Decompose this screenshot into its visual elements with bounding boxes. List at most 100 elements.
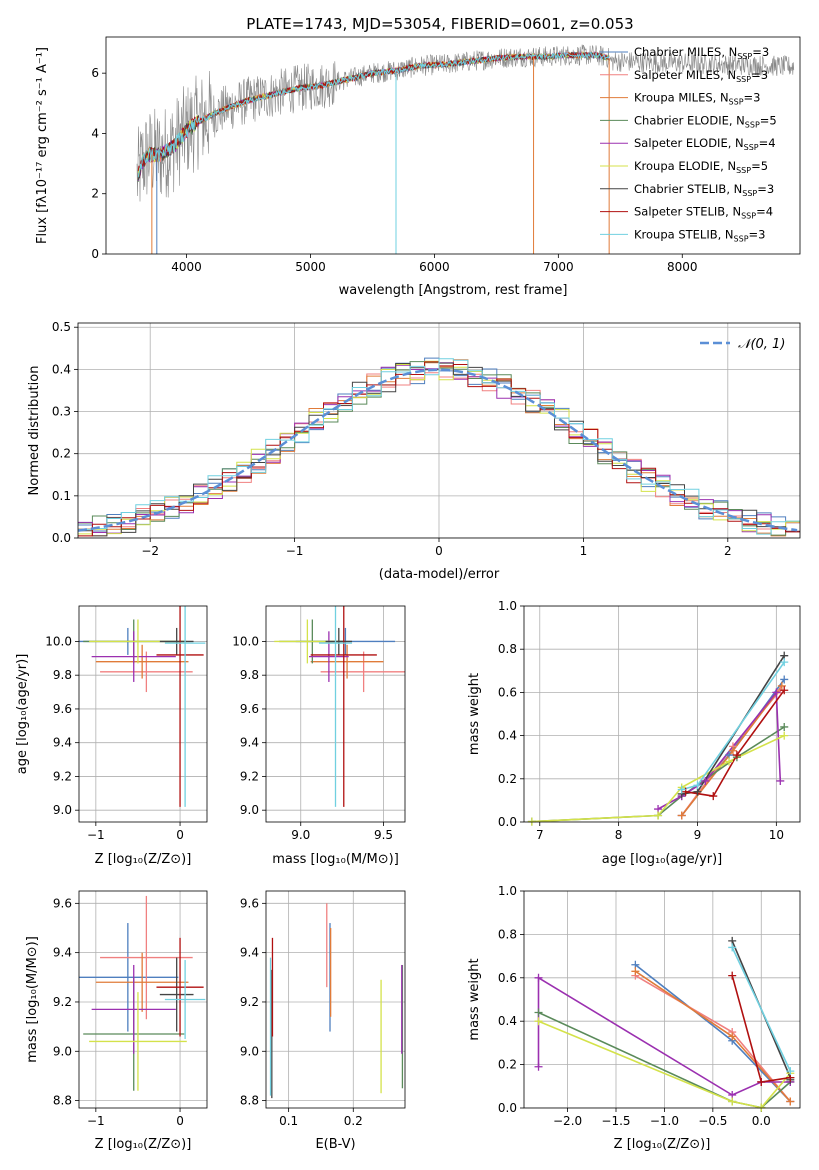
x-tick-label: −1: [87, 828, 105, 842]
y-tick-label: 9.6: [53, 702, 72, 716]
y-tick-label: 0.0: [498, 1101, 517, 1115]
mass-vs-ebv-panel: 0.1 0.2 8.8 9.0 9.2 9.4 9.6 E(B-V): [240, 890, 406, 1152]
y-tick-label: 0.1: [52, 489, 71, 503]
x-tick-label: 10: [769, 828, 784, 842]
x-tick-label: −1: [286, 544, 304, 558]
y-tick-label: 9.8: [240, 668, 259, 682]
x-tick-label: 0.0: [752, 1114, 771, 1128]
weight-marker-salpeter-elodie: [772, 688, 781, 697]
weight-marker-kroupa-elodie: [527, 817, 536, 826]
weight-marker-salpeter-elodie: [701, 776, 710, 785]
legend-subscript: SSP: [741, 212, 756, 221]
weight-marker-kroupa-stelib: [693, 781, 702, 790]
weight-vs-age-panel: 7 8 9 10 0.0 0.2 0.4 0.6 0.8 1.0 age [log₁₀(age/yr…: [467, 599, 801, 867]
x-tick-label: 2: [724, 544, 732, 558]
y-tick-label: 0.8: [498, 927, 517, 941]
x-axis-label: Z [log₁₀(Z/Z⊙)]: [95, 852, 192, 867]
y-tick-label: 2: [91, 187, 99, 201]
x-tick-label: 0.2: [344, 1114, 363, 1128]
y-tick-label: 9.0: [240, 1044, 259, 1058]
mass-vs-ebv-frame: [265, 890, 406, 1109]
y-tick-label: 0.4: [498, 729, 517, 743]
weight-marker-salpeter-stelib: [757, 1077, 766, 1086]
weight-marker-kroupa-stelib: [677, 785, 686, 794]
y-axis-label: age [log₁₀(age/yr)]: [15, 654, 30, 775]
legend-entry: Chabrier ELODIE, NSSP=5: [634, 113, 777, 129]
legend-entry: Kroupa STELIB, NSSP=3: [634, 227, 765, 243]
weight-marker-salpeter-stelib: [780, 686, 789, 695]
legend-value: =3: [751, 68, 768, 82]
y-tick-label: 9.0: [53, 1044, 72, 1058]
weight-line-salpeter-stelib: [685, 689, 785, 797]
mass-vs-Z-plot-area: [79, 891, 207, 1108]
y-tick-label: 0.2: [52, 447, 71, 461]
mass-vs-Z-panel: −1 0 8.8 9.0 9.2 9.4 9.6 Z [log₁₀(Z/Z⊙)] mass [l…: [25, 890, 208, 1152]
weight-line-salpeter-elodie: [657, 690, 782, 810]
legend-value: =5: [751, 159, 768, 173]
y-tick-label: 0: [91, 247, 99, 261]
legend-subscript: SSP: [736, 75, 751, 84]
x-tick-label: −1.0: [650, 1114, 679, 1128]
y-tick-label: 9.2: [53, 995, 72, 1009]
x-tick-label: 9.0: [291, 828, 310, 842]
residuals-panel: −2 −1 0 1 2 0.0 0.1 0.2 0.3 0.4 0.5 (data-model)/er…: [27, 320, 801, 582]
weight-marker-kroupa-miles: [786, 1097, 795, 1106]
legend-entry: Kroupa ELODIE, NSSP=5: [634, 159, 768, 175]
x-tick-label: −1.5: [601, 1114, 630, 1128]
y-tick-label: 9.4: [240, 946, 259, 960]
y-tick-label: 0.2: [498, 1058, 517, 1072]
x-axis-label: Z [log₁₀(Z/Z⊙)]: [95, 1137, 192, 1152]
y-tick-label: 0.0: [52, 531, 71, 545]
legend-subscript: SSP: [737, 52, 752, 61]
y-tick-label: 9.0: [240, 803, 259, 817]
legend-value: =3: [744, 91, 761, 105]
y-tick-label: 0.5: [52, 320, 71, 334]
y-tick-label: 1.0: [498, 599, 517, 613]
weight-line-chabrier-stelib: [681, 655, 785, 795]
weight-marker-kroupa-miles: [677, 811, 686, 820]
y-tick-label: 6: [91, 66, 99, 80]
age-vs-Z-frame: [78, 605, 208, 823]
x-tick-label: 9.5: [374, 828, 393, 842]
x-axis-label: (data-model)/error: [379, 567, 500, 582]
legend-entry: Chabrier STELIB, NSSP=3: [634, 182, 774, 198]
residuals-frame: [77, 322, 801, 539]
y-tick-label: 0.2: [498, 772, 517, 786]
y-tick-label: 9.0: [53, 803, 72, 817]
x-tick-label: 0: [176, 1114, 184, 1128]
y-tick-label: 9.2: [240, 769, 259, 783]
weight-marker-kroupa-miles: [777, 681, 786, 690]
weight-marker-chabrier-elodie: [780, 722, 789, 731]
spectrum-plot-area: [136, 44, 795, 254]
y-tick-label: 9.4: [240, 736, 259, 750]
x-axis-label: wavelength [Angstrom, rest frame]: [339, 283, 568, 298]
y-tick-label: 0.6: [498, 685, 517, 699]
weight-marker-kroupa-elodie: [725, 757, 734, 766]
weight-marker-salpeter-elodie: [534, 973, 543, 982]
x-tick-label: 7000: [543, 260, 574, 274]
y-tick-label: 0.8: [498, 642, 517, 656]
x-tick-label: 1: [580, 544, 588, 558]
legend-subscript: SSP: [744, 143, 759, 152]
weight-marker-kroupa-stelib: [728, 943, 737, 952]
weight-marker-salpeter-stelib: [732, 751, 741, 760]
age-vs-mass-frame: [265, 605, 406, 823]
x-axis-label: age [log₁₀(age/yr)]: [602, 852, 723, 867]
y-tick-label: 9.2: [53, 769, 72, 783]
weight-marker-chabrier-miles: [780, 675, 789, 684]
y-tick-label: 9.6: [240, 702, 259, 716]
weight-vs-age-plot-area: [524, 606, 800, 822]
weight-marker-kroupa-miles: [631, 967, 640, 976]
y-tick-label: 1.0: [498, 884, 517, 898]
x-tick-label: 0: [176, 828, 184, 842]
legend-value: =3: [752, 45, 769, 59]
y-tick-label: 9.4: [53, 946, 72, 960]
spectrum-panel: 4000 5000 6000 7000 8000 0 2 4 6 wavelength [Angs…: [35, 36, 801, 298]
weight-marker-kroupa-stelib: [780, 658, 789, 667]
y-tick-label: 9.2: [240, 995, 259, 1009]
x-tick-label: 6000: [419, 260, 450, 274]
weight-vs-Z-frame: [523, 890, 801, 1109]
x-tick-label: −0.5: [698, 1114, 727, 1128]
weight-line-kroupa-elodie: [538, 1020, 791, 1108]
